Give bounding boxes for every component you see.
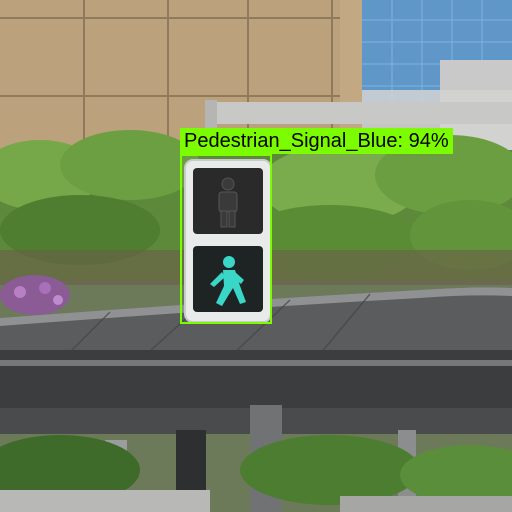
walk-figure-lit [210,256,246,306]
canopy-roof [0,287,512,434]
purple-flowers [0,275,70,315]
detection-label: Pedestrian_Signal_Blue: 94% [180,128,453,154]
pedestrian-signal [184,159,272,323]
stand-figure-unlit [218,177,238,228]
detection-bounding-box [180,154,272,324]
lower-shrubs [0,435,512,505]
signal-pole-arm [205,102,512,124]
stone-ledge [0,490,210,512]
